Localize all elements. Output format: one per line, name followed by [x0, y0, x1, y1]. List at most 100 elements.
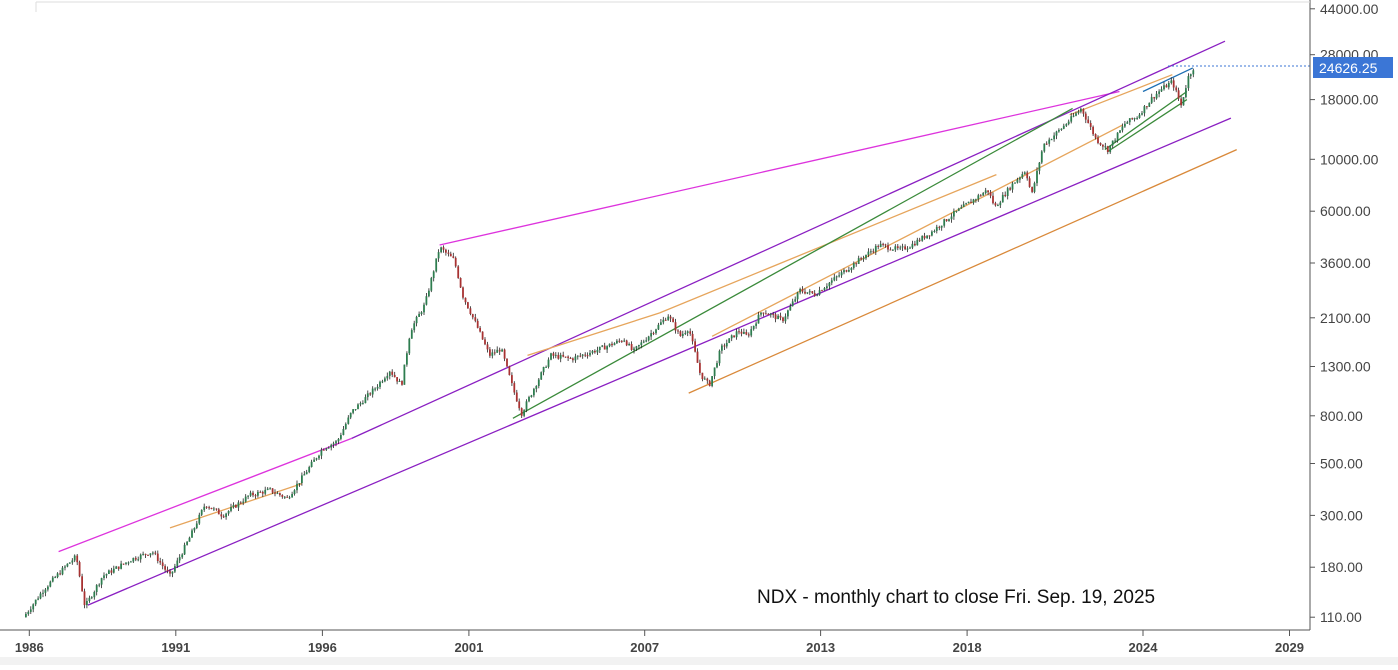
candle-body	[1141, 113, 1143, 115]
candle-body	[999, 202, 1002, 206]
candle-body	[984, 190, 987, 193]
candle-body	[178, 557, 181, 561]
candle-body	[276, 493, 279, 495]
candle-body	[769, 313, 772, 315]
candle-body	[264, 489, 267, 494]
candle-body	[535, 386, 538, 389]
candle-body	[230, 507, 232, 511]
candle-body	[867, 251, 870, 255]
candle-body	[288, 497, 291, 499]
candle-body	[979, 195, 982, 197]
candle-body	[406, 353, 408, 365]
y-tick-label: 6000.00	[1320, 203, 1371, 219]
candle-body	[716, 363, 718, 368]
candle-body	[349, 412, 352, 418]
candle-body	[462, 287, 464, 298]
candle-body	[550, 353, 552, 360]
candle-body	[955, 210, 958, 212]
candle-body	[730, 335, 733, 339]
candle-body	[78, 562, 81, 577]
candle-body	[449, 253, 452, 257]
candle-body	[44, 589, 47, 593]
candle-body	[1058, 129, 1060, 132]
candle-body	[1111, 140, 1114, 146]
x-tick-label: 1996	[308, 640, 337, 655]
candle-body	[664, 319, 667, 321]
candle-body	[857, 258, 860, 264]
candle-body	[139, 554, 142, 560]
candle-body	[545, 366, 547, 368]
candle-body	[242, 501, 245, 503]
candle-body	[977, 195, 980, 200]
trendline	[58, 437, 352, 553]
trendline	[87, 117, 1232, 606]
candle-body	[384, 378, 386, 382]
candle-body	[259, 491, 262, 493]
candle-body	[975, 199, 977, 201]
candle-body	[650, 333, 652, 337]
candle-body	[520, 408, 523, 416]
candle-body	[1089, 123, 1092, 127]
candle-body	[874, 246, 877, 252]
candle-body	[1106, 146, 1109, 152]
candle-body	[757, 314, 760, 324]
candle-body	[298, 483, 301, 484]
candle-body	[435, 258, 438, 272]
candle-body	[718, 350, 721, 364]
candle-body	[1136, 117, 1138, 119]
candle-body	[765, 313, 767, 315]
trendline-layer	[58, 40, 1237, 606]
candle-body	[232, 505, 235, 508]
candle-body	[843, 270, 845, 273]
candle-body	[1067, 121, 1070, 125]
candle-body	[156, 553, 159, 561]
candle-body	[376, 386, 379, 389]
candle-body	[1131, 118, 1134, 120]
candle-body	[647, 336, 650, 341]
candle-body	[489, 349, 491, 356]
candle-body	[906, 248, 909, 250]
candle-body	[149, 553, 152, 556]
candle-body	[454, 257, 457, 267]
candle-body	[933, 231, 936, 232]
candle-body	[200, 509, 203, 515]
candle-body	[330, 444, 333, 448]
candle-body	[574, 356, 577, 361]
candle-body	[706, 378, 709, 381]
y-tick-label: 180.00	[1320, 559, 1363, 575]
candle-body	[1038, 162, 1041, 171]
candle-body	[413, 323, 416, 331]
candle-body	[71, 560, 74, 563]
candle-body	[1031, 187, 1033, 192]
candle-body	[914, 243, 916, 246]
candle-body	[816, 294, 819, 296]
candle-body	[423, 304, 425, 313]
last-price-tag: 24626.25	[1313, 57, 1393, 78]
last-price-tag-label: 24626.25	[1319, 60, 1378, 76]
candle-body	[498, 349, 501, 352]
candle-body	[388, 371, 391, 376]
candle-body	[364, 397, 367, 404]
candle-body	[491, 352, 494, 356]
candle-body	[29, 609, 32, 612]
chart-annotation: NDX - monthly chart to close Fri. Sep. 1…	[757, 587, 1155, 608]
candle-body	[281, 495, 284, 497]
candle-body	[344, 423, 347, 429]
candle-body	[926, 235, 928, 239]
candle-body	[679, 331, 682, 337]
candle-body	[210, 507, 213, 509]
candle-body	[1033, 183, 1036, 192]
candle-body	[1048, 139, 1051, 144]
candle-body	[37, 598, 39, 600]
candle-body	[508, 366, 511, 376]
candle-body	[552, 353, 555, 356]
candle-body	[528, 397, 530, 402]
axis-layer	[0, 0, 1311, 631]
candle-body	[108, 570, 110, 574]
candle-body	[713, 367, 716, 377]
candle-body	[1026, 172, 1029, 179]
candle-body	[61, 567, 64, 575]
candle-body	[1094, 134, 1097, 138]
candle-body	[1060, 128, 1063, 130]
candle-body	[88, 597, 91, 601]
